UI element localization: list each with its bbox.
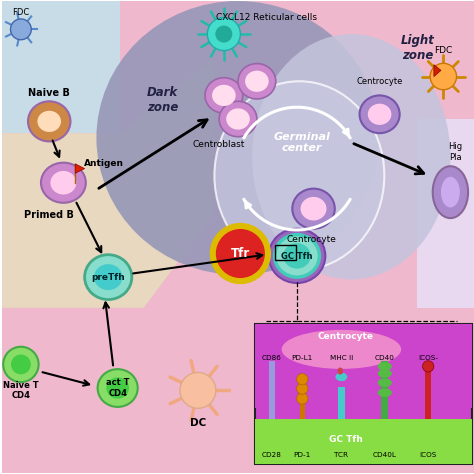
Ellipse shape — [282, 330, 401, 369]
Text: FDC: FDC — [434, 46, 453, 55]
Text: PD-1: PD-1 — [294, 452, 311, 458]
Ellipse shape — [245, 71, 269, 92]
Ellipse shape — [226, 109, 250, 129]
Circle shape — [211, 224, 270, 283]
Ellipse shape — [96, 1, 380, 275]
Circle shape — [297, 393, 308, 404]
Ellipse shape — [378, 378, 392, 387]
FancyBboxPatch shape — [338, 387, 345, 419]
Text: MHC II: MHC II — [330, 355, 353, 361]
Ellipse shape — [292, 189, 335, 229]
Text: Centrocyte: Centrocyte — [356, 77, 403, 86]
Text: GC Tfh: GC Tfh — [281, 252, 313, 261]
Ellipse shape — [37, 111, 61, 132]
Text: Tfr: Tfr — [231, 247, 250, 260]
Text: CXCL12 Reticular cells: CXCL12 Reticular cells — [216, 13, 317, 22]
Ellipse shape — [378, 362, 392, 371]
Ellipse shape — [238, 64, 276, 99]
FancyBboxPatch shape — [255, 324, 472, 408]
FancyBboxPatch shape — [255, 419, 472, 464]
Ellipse shape — [205, 78, 243, 113]
Text: Naive B: Naive B — [28, 88, 70, 98]
Ellipse shape — [433, 166, 468, 218]
Ellipse shape — [368, 104, 392, 125]
Ellipse shape — [98, 369, 138, 407]
Polygon shape — [418, 119, 474, 308]
Ellipse shape — [3, 347, 38, 382]
Ellipse shape — [252, 34, 450, 280]
Ellipse shape — [301, 197, 327, 220]
Ellipse shape — [214, 81, 384, 270]
FancyBboxPatch shape — [425, 369, 431, 419]
Text: Hig
Pla: Hig Pla — [448, 142, 462, 162]
Text: CD40L: CD40L — [373, 452, 397, 458]
Polygon shape — [2, 58, 214, 308]
Ellipse shape — [360, 95, 400, 133]
Ellipse shape — [274, 235, 319, 277]
Text: Naive T
CD4: Naive T CD4 — [3, 381, 39, 400]
Ellipse shape — [219, 101, 257, 137]
Ellipse shape — [441, 177, 460, 208]
Text: FDC: FDC — [12, 9, 29, 18]
Polygon shape — [75, 164, 85, 173]
Ellipse shape — [85, 255, 132, 300]
Polygon shape — [434, 65, 441, 76]
Ellipse shape — [337, 367, 343, 374]
Text: TCR: TCR — [334, 452, 348, 458]
Text: Centrocyte: Centrocyte — [286, 235, 336, 244]
Polygon shape — [2, 1, 120, 133]
Ellipse shape — [269, 229, 325, 283]
FancyBboxPatch shape — [269, 361, 275, 419]
Circle shape — [215, 26, 232, 43]
Text: ICOS-: ICOS- — [418, 355, 438, 361]
Ellipse shape — [41, 163, 86, 203]
Text: preTfh: preTfh — [91, 273, 125, 282]
Text: PD-L1: PD-L1 — [292, 355, 313, 361]
Ellipse shape — [378, 369, 392, 378]
Ellipse shape — [212, 85, 236, 106]
Text: Centrocyte: Centrocyte — [318, 332, 374, 341]
Circle shape — [422, 361, 434, 372]
Ellipse shape — [106, 377, 129, 399]
Text: CD28: CD28 — [262, 452, 282, 458]
Text: Light
zone: Light zone — [401, 34, 434, 62]
Ellipse shape — [28, 101, 71, 141]
Circle shape — [430, 64, 456, 90]
Text: act T
CD4: act T CD4 — [106, 378, 129, 398]
Circle shape — [297, 383, 308, 394]
Text: CD86: CD86 — [262, 355, 282, 361]
Text: ICOS: ICOS — [419, 452, 437, 458]
Text: Primed B: Primed B — [24, 210, 74, 220]
Text: Antigen: Antigen — [83, 159, 124, 168]
Text: Germinal
center: Germinal center — [273, 132, 330, 154]
Ellipse shape — [378, 388, 392, 397]
Ellipse shape — [94, 264, 122, 290]
Ellipse shape — [336, 373, 347, 381]
Circle shape — [10, 19, 31, 40]
Ellipse shape — [283, 243, 310, 269]
Circle shape — [216, 229, 265, 278]
FancyBboxPatch shape — [382, 361, 388, 419]
Text: GC Tfh: GC Tfh — [329, 436, 363, 445]
Circle shape — [297, 374, 308, 385]
Circle shape — [180, 373, 216, 408]
Text: Centroblast: Centroblast — [193, 140, 246, 149]
FancyBboxPatch shape — [255, 324, 472, 464]
Text: CD40: CD40 — [375, 355, 395, 361]
Circle shape — [207, 18, 240, 51]
Ellipse shape — [11, 355, 31, 374]
Text: DC: DC — [190, 419, 206, 428]
FancyBboxPatch shape — [300, 384, 305, 419]
Ellipse shape — [50, 171, 76, 194]
Text: Dark
zone: Dark zone — [147, 86, 178, 114]
